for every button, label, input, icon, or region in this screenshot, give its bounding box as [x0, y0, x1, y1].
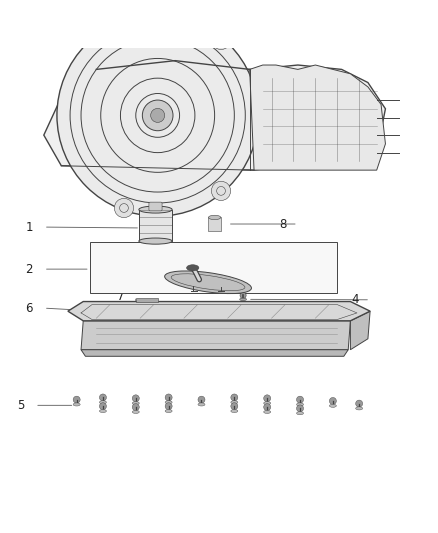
Text: 3: 3 — [290, 256, 298, 269]
Circle shape — [142, 100, 173, 131]
Circle shape — [132, 395, 139, 402]
Circle shape — [212, 30, 231, 50]
Circle shape — [231, 394, 238, 401]
Circle shape — [329, 398, 336, 405]
Ellipse shape — [139, 238, 172, 244]
Circle shape — [165, 394, 172, 401]
Circle shape — [114, 13, 134, 33]
Circle shape — [297, 405, 304, 412]
Ellipse shape — [329, 404, 336, 407]
Ellipse shape — [231, 401, 238, 404]
Ellipse shape — [132, 402, 139, 405]
Ellipse shape — [132, 410, 139, 414]
Ellipse shape — [297, 411, 304, 415]
Ellipse shape — [231, 409, 238, 413]
Text: 8: 8 — [279, 217, 287, 230]
Circle shape — [231, 403, 238, 410]
Ellipse shape — [99, 409, 106, 413]
Circle shape — [73, 396, 80, 403]
Text: 5: 5 — [17, 399, 24, 412]
Bar — [139, 209, 172, 241]
Ellipse shape — [240, 298, 247, 301]
Ellipse shape — [165, 409, 172, 413]
Ellipse shape — [187, 265, 199, 271]
FancyBboxPatch shape — [149, 202, 162, 211]
Circle shape — [240, 292, 246, 298]
Circle shape — [356, 400, 363, 407]
Ellipse shape — [165, 271, 251, 294]
Text: 6: 6 — [25, 302, 33, 314]
Text: 2: 2 — [25, 263, 33, 276]
Ellipse shape — [264, 410, 271, 414]
Ellipse shape — [57, 14, 258, 216]
Bar — [208, 217, 221, 231]
Circle shape — [99, 394, 106, 401]
Ellipse shape — [297, 403, 304, 406]
Ellipse shape — [356, 407, 363, 410]
Circle shape — [198, 396, 205, 403]
Bar — [136, 298, 158, 302]
Polygon shape — [81, 321, 350, 350]
Circle shape — [264, 395, 271, 402]
Circle shape — [264, 403, 271, 410]
Ellipse shape — [73, 403, 80, 406]
Polygon shape — [81, 350, 348, 356]
Polygon shape — [350, 311, 370, 350]
Circle shape — [297, 396, 304, 403]
Bar — [90, 243, 337, 293]
Ellipse shape — [264, 402, 271, 405]
Circle shape — [132, 403, 139, 410]
Text: 1: 1 — [25, 221, 33, 233]
Circle shape — [165, 403, 172, 410]
Polygon shape — [44, 65, 385, 170]
Ellipse shape — [198, 403, 205, 406]
Circle shape — [151, 108, 165, 123]
Circle shape — [114, 198, 134, 217]
Ellipse shape — [165, 401, 172, 404]
Text: 7: 7 — [117, 290, 125, 303]
Polygon shape — [68, 302, 370, 321]
Circle shape — [212, 181, 231, 200]
Ellipse shape — [99, 401, 106, 404]
Ellipse shape — [208, 215, 221, 220]
Ellipse shape — [139, 206, 172, 213]
Text: 4: 4 — [352, 293, 359, 306]
Polygon shape — [250, 65, 385, 170]
Circle shape — [99, 403, 106, 410]
